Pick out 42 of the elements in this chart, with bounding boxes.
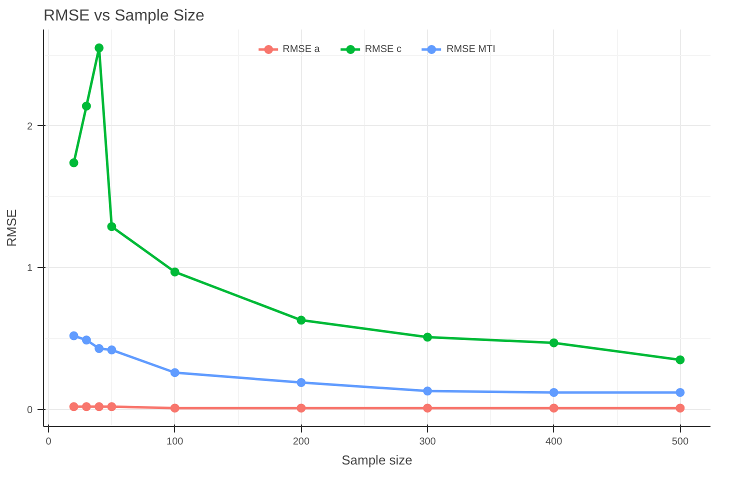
x-tick-label: 200 xyxy=(292,436,310,448)
chart-title: RMSE vs Sample Size xyxy=(44,8,205,24)
point xyxy=(170,404,180,413)
y-axis-title: RMSE xyxy=(4,208,19,247)
legend-label: RMSE MTI xyxy=(446,44,496,54)
point xyxy=(82,102,91,111)
x-tick-label: 400 xyxy=(546,436,563,448)
point xyxy=(69,402,78,412)
point xyxy=(82,402,91,412)
y-tick-label: 0 xyxy=(26,404,33,416)
point xyxy=(170,368,180,378)
point xyxy=(676,355,685,364)
point xyxy=(423,386,432,396)
point xyxy=(107,402,116,412)
legend-label: RMSE a xyxy=(282,44,320,54)
point xyxy=(94,344,104,354)
x-tick-label: 100 xyxy=(166,436,184,448)
point xyxy=(549,388,558,397)
x-axis-title: Sample size xyxy=(342,452,412,468)
legend-label: RMSE c xyxy=(364,44,402,54)
y-tick-label: 1 xyxy=(26,263,33,274)
point xyxy=(549,338,558,348)
point xyxy=(423,332,432,342)
point xyxy=(676,404,685,413)
x-tick-label: 300 xyxy=(419,436,436,448)
point xyxy=(69,158,78,168)
point xyxy=(296,404,306,413)
point xyxy=(676,388,685,397)
point xyxy=(107,345,116,354)
point xyxy=(423,404,432,413)
point xyxy=(296,378,306,388)
point xyxy=(549,404,558,413)
point xyxy=(170,267,180,276)
point xyxy=(94,402,104,412)
point xyxy=(69,331,78,340)
point xyxy=(94,43,104,52)
point xyxy=(82,336,91,345)
x-tick-label: 0 xyxy=(46,436,52,448)
point xyxy=(107,222,116,232)
x-tick-label: 500 xyxy=(672,436,689,448)
y-tick-label: 2 xyxy=(26,121,33,132)
point xyxy=(296,316,306,325)
